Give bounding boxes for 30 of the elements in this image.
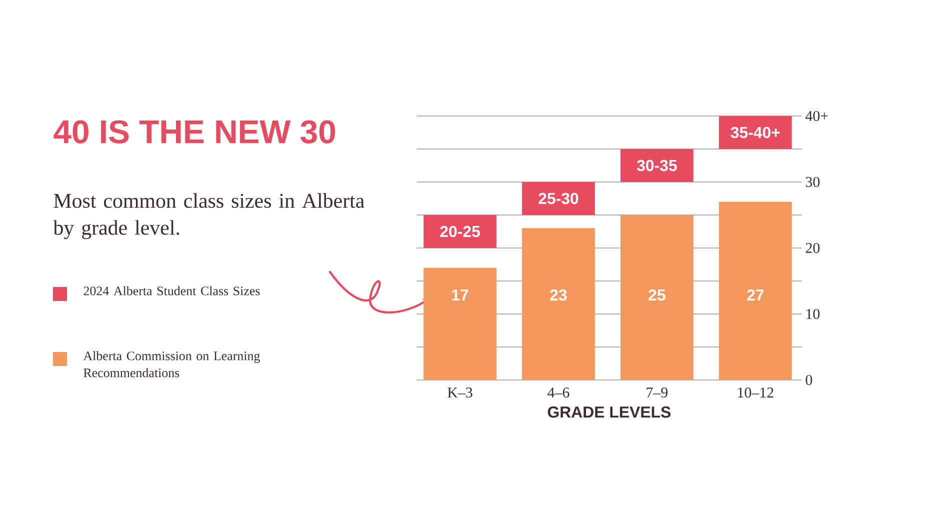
data-label: 35-40+: [730, 126, 780, 138]
bar: [424, 268, 496, 380]
y-tick-label: 10: [806, 308, 820, 320]
text: Most common class sizes in Alberta by grade level.: [53, 193, 364, 240]
x-tick-label: 10–12: [738, 388, 774, 398]
bar: [522, 182, 595, 215]
data-label: 30-35: [636, 160, 677, 172]
bar: [718, 202, 792, 380]
bar: [718, 116, 792, 149]
bar: [522, 228, 595, 380]
x-tick-label: K–3: [448, 388, 472, 398]
bar: [620, 214, 694, 380]
data-label: 25-30: [538, 192, 578, 204]
x-tick-label: 7–9: [646, 388, 668, 398]
y-tick-label: 30: [806, 176, 820, 188]
data-label: 25: [648, 289, 666, 301]
data-label: 27: [747, 289, 764, 301]
x-axis-title: GRADE LEVELS: [548, 406, 671, 418]
data-label: 23: [550, 289, 567, 301]
y-tick-label: 20: [806, 242, 820, 254]
legend-label: 2024 Alberta Student Class Sizes: [84, 286, 260, 296]
data-label: 20-25: [440, 226, 480, 238]
y-tick-label: 0: [806, 374, 812, 386]
y-tick-label: 40+: [806, 110, 828, 122]
bar: [424, 214, 496, 248]
bar: [620, 148, 694, 182]
x-tick-label: 4–6: [548, 388, 570, 398]
legend-label: Alberta Commission on Learning Recommendations: [83, 351, 260, 378]
data-label: 17: [452, 290, 468, 300]
chart-title: 40 IS THE NEW 30: [54, 120, 336, 144]
